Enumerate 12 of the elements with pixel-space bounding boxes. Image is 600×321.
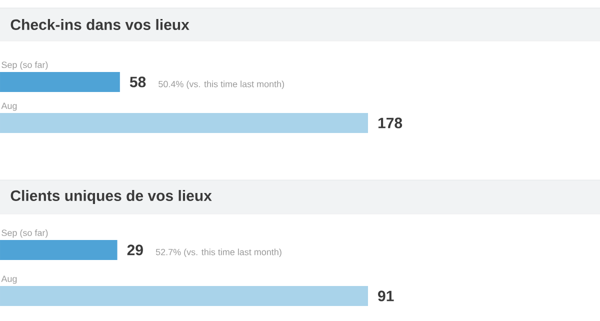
data-label: 91	[378, 290, 394, 302]
y-tick-label: Aug	[1, 102, 17, 111]
y-tick-label: Aug	[1, 276, 17, 284]
annotation: 52.7% (vs. this time last month)	[156, 248, 282, 258]
data-label: 29	[127, 244, 143, 256]
annotation: 50.4% (vs. this time last month)	[158, 80, 284, 90]
chart-title: Check-ins dans vos lieux	[10, 18, 190, 30]
data-label: 58	[130, 76, 146, 88]
chart-title: Clients uniques de vos lieux	[10, 190, 212, 204]
y-tick-label: Sep (so far)	[2, 61, 48, 70]
y-tick-label: Sep (so far)	[2, 229, 48, 238]
data-label: 178	[378, 118, 402, 128]
